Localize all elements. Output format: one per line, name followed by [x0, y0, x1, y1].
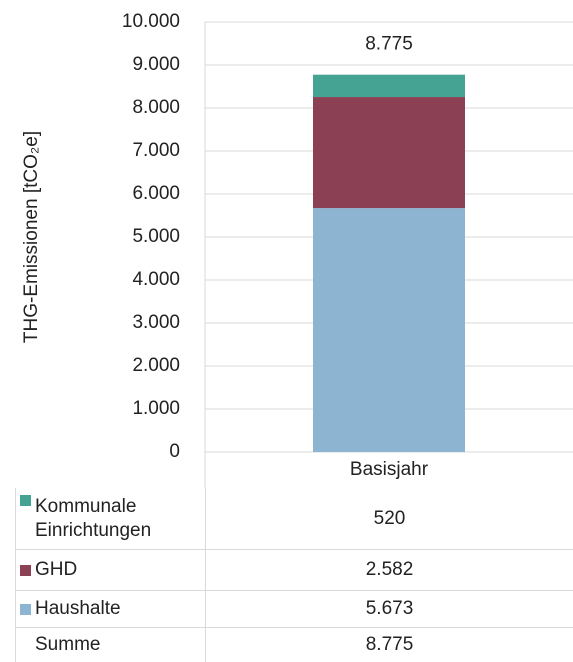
- y-axis-label: THG-Emissionen [tCO₂e]: [21, 131, 42, 343]
- legend-label: Kommunale Einrichtungen: [35, 495, 152, 541]
- y-tick-label: 9.000: [132, 54, 180, 75]
- y-tick-label: 1.000: [132, 398, 180, 419]
- y-tick-label: 8.000: [132, 97, 180, 118]
- table-value: 5.673: [205, 591, 573, 628]
- y-tick-label: 4.000: [132, 269, 180, 290]
- legend-label: Haushalte: [35, 598, 121, 619]
- plot: THG-Emissionen [tCO₂e] 0 1.000 2.000 3.000 4…: [21, 11, 573, 488]
- y-tick-label: 0: [169, 441, 180, 462]
- legend-swatch: [20, 564, 31, 576]
- table-value: 520: [205, 488, 573, 550]
- legend-entry: Haushalte: [15, 591, 205, 628]
- table-value: 2.582: [205, 550, 573, 591]
- y-tick-label: 7.000: [132, 140, 180, 161]
- bar-segment: [313, 208, 465, 452]
- table-value: 8.775: [205, 628, 573, 662]
- legend-swatch: [20, 495, 31, 506]
- table-label: Summe: [15, 628, 205, 662]
- x-tick-label: Basisjahr: [350, 459, 429, 480]
- legend-entry: Kommunale Einrichtungen: [15, 488, 205, 550]
- bar-segment: [313, 74, 465, 98]
- y-tick-label: 2.000: [132, 355, 180, 376]
- y-tick-label: 5.000: [132, 226, 180, 247]
- legend-label: GHD: [35, 559, 78, 580]
- legend-swatch: [20, 603, 31, 615]
- total-label: 8.775: [365, 34, 413, 55]
- bar-segment: [313, 97, 465, 209]
- y-tick-label: 6.000: [132, 183, 180, 204]
- y-tick-label: 3.000: [132, 312, 180, 333]
- legend-entry: GHD: [15, 550, 205, 591]
- y-tick-label: 10.000: [122, 11, 180, 32]
